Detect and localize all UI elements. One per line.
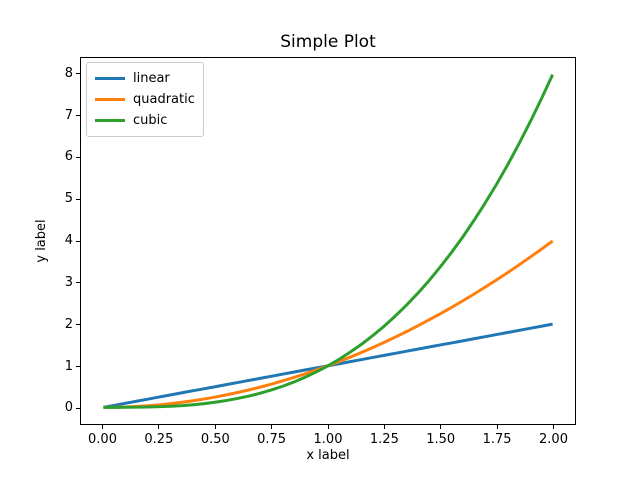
y-tick-mark [76, 407, 80, 409]
x-tick-mark [102, 425, 103, 429]
y-axis-tick-label: 1 [64, 358, 73, 374]
y-axis-tick-label: 7 [64, 107, 73, 123]
y-tick-mark [76, 73, 80, 75]
x-axis-tick-label: 1.50 [426, 432, 456, 447]
y-axis-tick-label: 0 [64, 400, 73, 416]
legend-item-quadratic: quadratic [95, 89, 195, 110]
y-tick-mark [76, 324, 80, 326]
plot-lines-canvas [103, 73, 554, 409]
legend: linear quadratic cubic [86, 62, 204, 137]
y-axis-tick-label: 2 [64, 316, 73, 332]
x-axis-tick-label: 0.25 [144, 432, 174, 447]
series-line-quadratic [103, 239, 554, 409]
y-tick-mark [76, 156, 80, 158]
y-axis-tick-label: 6 [64, 149, 73, 165]
y-tick-mark [76, 240, 80, 242]
x-tick-mark [327, 425, 329, 429]
x-tick-mark [496, 425, 498, 429]
y-axis-tick-label: 3 [64, 274, 73, 290]
series-line-cubic [103, 73, 554, 409]
y-tick-mark [76, 198, 80, 200]
x-tick-mark [383, 425, 385, 429]
x-axis-label: x label [306, 448, 350, 463]
y-tick-mark [76, 366, 80, 367]
legend-label-cubic: cubic [133, 112, 168, 128]
x-tick-mark [158, 425, 160, 429]
legend-label-quadratic: quadratic [133, 91, 195, 107]
chart-title: Simple Plot [280, 32, 376, 52]
x-axis-tick-label: 1.25 [369, 432, 399, 447]
x-tick-mark [440, 425, 442, 429]
legend-swatch-cubic [95, 119, 125, 122]
x-axis-tick-label: 1.75 [482, 432, 512, 447]
legend-label-linear: linear [133, 70, 170, 86]
legend-item-cubic: cubic [95, 110, 195, 131]
y-axis-tick-label: 5 [64, 191, 73, 207]
y-tick-mark [76, 115, 80, 116]
x-tick-mark [271, 425, 273, 429]
x-tick-mark [553, 425, 554, 429]
y-axis-tick-label: 8 [64, 65, 73, 81]
x-axis-tick-label: 1.00 [313, 432, 343, 447]
x-tick-mark [214, 425, 216, 429]
y-axis-tick-label: 4 [64, 233, 73, 248]
y-tick-mark [76, 282, 80, 284]
legend-swatch-quadratic [95, 98, 125, 101]
x-axis-tick-label: 0.75 [257, 432, 287, 447]
x-axis-tick-label: 0.00 [88, 432, 117, 447]
legend-swatch-linear [95, 77, 125, 80]
legend-item-linear: linear [95, 68, 195, 89]
x-axis-tick-label: 0.50 [200, 432, 230, 447]
x-axis-tick-label: 2.00 [539, 432, 568, 447]
